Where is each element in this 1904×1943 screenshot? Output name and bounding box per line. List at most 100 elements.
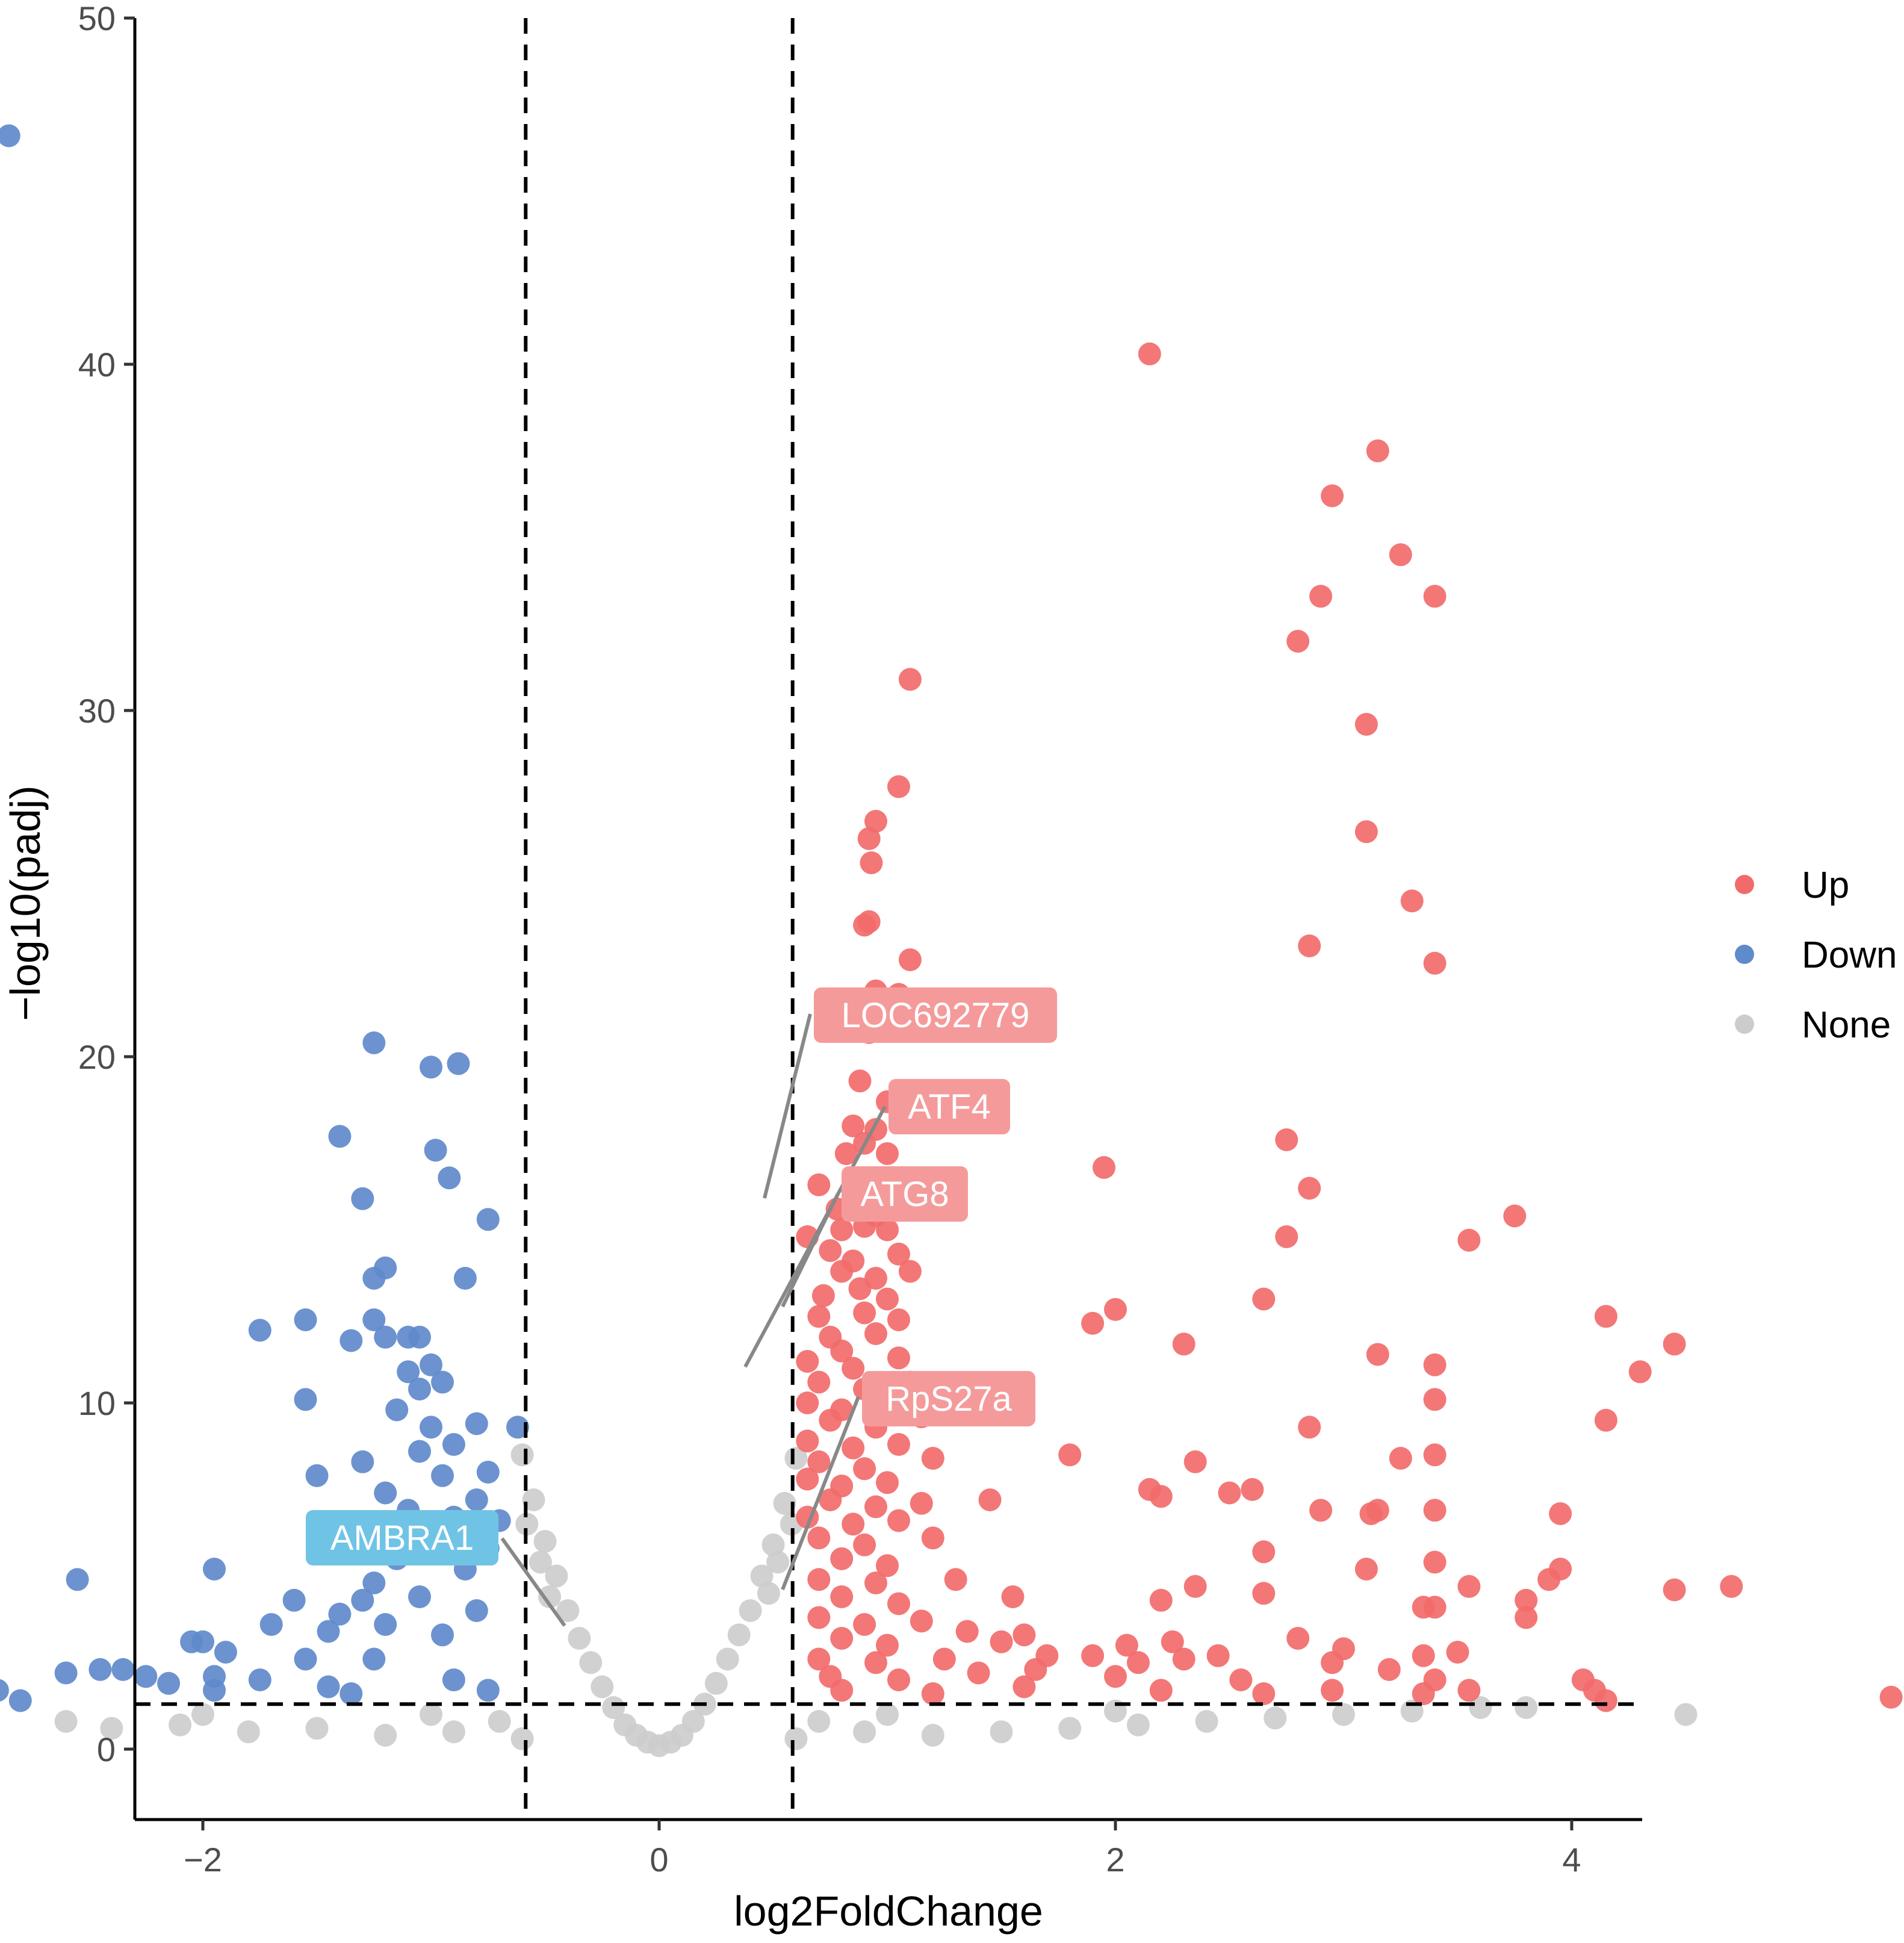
down-point bbox=[374, 1481, 397, 1505]
up-point bbox=[1423, 1388, 1447, 1411]
legend: Up Down None bbox=[1735, 865, 1897, 1046]
down-points-layer bbox=[0, 124, 529, 1712]
up-point bbox=[1183, 1450, 1207, 1473]
up-point bbox=[853, 1533, 876, 1556]
annotation-label: ATG8 bbox=[860, 1175, 949, 1214]
annotation-box bbox=[888, 1079, 1010, 1134]
up-points-layer bbox=[796, 342, 1903, 1712]
none-point bbox=[510, 1727, 534, 1750]
up-point bbox=[1366, 1343, 1389, 1366]
up-point bbox=[876, 1287, 899, 1311]
none-point bbox=[727, 1623, 751, 1647]
none-point bbox=[529, 1550, 552, 1574]
up-point bbox=[1321, 1651, 1344, 1674]
none-point bbox=[515, 1512, 539, 1536]
down-point bbox=[476, 1679, 500, 1702]
up-point bbox=[1252, 1582, 1276, 1605]
up-point bbox=[1594, 1408, 1617, 1432]
down-point bbox=[0, 124, 20, 148]
none-point bbox=[773, 1491, 796, 1515]
up-point bbox=[842, 1357, 865, 1380]
down-point bbox=[420, 1353, 442, 1376]
up-point bbox=[1172, 1332, 1195, 1356]
down-point bbox=[465, 1488, 488, 1511]
none-point bbox=[853, 1720, 876, 1744]
none-point bbox=[716, 1647, 739, 1671]
none-point bbox=[1469, 1696, 1492, 1719]
up-point bbox=[1412, 1682, 1435, 1705]
up-point bbox=[1423, 1550, 1447, 1574]
down-point bbox=[203, 1558, 226, 1581]
up-point bbox=[1354, 820, 1378, 844]
none-point bbox=[522, 1488, 545, 1511]
down-point bbox=[424, 1139, 447, 1162]
y-tick-label: 50 bbox=[78, 0, 116, 37]
up-point bbox=[796, 1467, 819, 1491]
none-point bbox=[545, 1564, 568, 1588]
up-point bbox=[1012, 1675, 1036, 1699]
up-point bbox=[1012, 1623, 1036, 1647]
down-point bbox=[397, 1325, 420, 1349]
up-point bbox=[796, 1429, 819, 1453]
legend-label-down: Down bbox=[1802, 934, 1897, 976]
up-point bbox=[842, 1436, 865, 1460]
none-point bbox=[807, 1710, 831, 1733]
none-point bbox=[1126, 1713, 1150, 1736]
y-tick-label: 0 bbox=[97, 1730, 116, 1768]
up-point bbox=[1457, 1228, 1481, 1252]
y-tick-label: 10 bbox=[78, 1384, 116, 1422]
up-point bbox=[807, 1606, 831, 1629]
up-point bbox=[887, 1346, 910, 1370]
up-point bbox=[1138, 342, 1161, 365]
x-tick-label: 4 bbox=[1562, 1841, 1581, 1879]
up-point bbox=[842, 1512, 865, 1536]
up-point bbox=[887, 1509, 910, 1532]
none-point bbox=[784, 1727, 808, 1750]
up-point bbox=[1001, 1585, 1025, 1608]
down-point bbox=[111, 1658, 135, 1681]
down-point bbox=[294, 1308, 317, 1331]
up-point bbox=[1400, 889, 1424, 913]
annotation-label: ATF4 bbox=[908, 1087, 991, 1127]
down-point bbox=[88, 1658, 112, 1681]
none-point bbox=[766, 1550, 790, 1574]
down-point bbox=[248, 1319, 271, 1342]
none-point bbox=[704, 1671, 728, 1695]
up-point bbox=[1389, 543, 1412, 567]
up-point bbox=[1298, 934, 1321, 957]
up-point bbox=[1252, 1682, 1276, 1705]
up-point bbox=[807, 1526, 831, 1550]
up-point bbox=[1457, 1575, 1481, 1598]
up-point bbox=[857, 910, 881, 933]
none-point bbox=[510, 1443, 534, 1467]
none-point bbox=[761, 1533, 785, 1556]
down-point bbox=[305, 1464, 329, 1487]
down-point bbox=[351, 1588, 374, 1612]
up-point bbox=[1354, 1558, 1378, 1581]
up-point bbox=[1126, 1651, 1150, 1674]
down-point bbox=[431, 1464, 454, 1487]
up-point bbox=[807, 1305, 831, 1328]
up-point bbox=[864, 1571, 887, 1594]
up-point bbox=[921, 1447, 944, 1470]
up-point bbox=[1081, 1311, 1105, 1335]
up-point bbox=[830, 1627, 854, 1650]
up-point bbox=[842, 1115, 865, 1137]
up-point bbox=[1594, 1689, 1617, 1712]
up-point bbox=[898, 668, 922, 691]
up-point bbox=[955, 1620, 979, 1643]
annotation-box bbox=[306, 1510, 498, 1565]
annotation-connector bbox=[763, 1013, 812, 1199]
x-tick-label: −2 bbox=[184, 1841, 222, 1879]
up-point bbox=[1423, 1353, 1447, 1376]
down-point bbox=[374, 1325, 397, 1349]
down-point bbox=[476, 1208, 500, 1231]
up-point bbox=[921, 1526, 944, 1550]
up-point bbox=[1354, 713, 1378, 736]
none-point bbox=[750, 1564, 774, 1588]
down-point bbox=[442, 1668, 465, 1691]
up-point bbox=[830, 1260, 854, 1283]
none-point bbox=[374, 1724, 397, 1747]
up-point bbox=[848, 1277, 872, 1301]
up-point bbox=[1423, 1499, 1447, 1522]
